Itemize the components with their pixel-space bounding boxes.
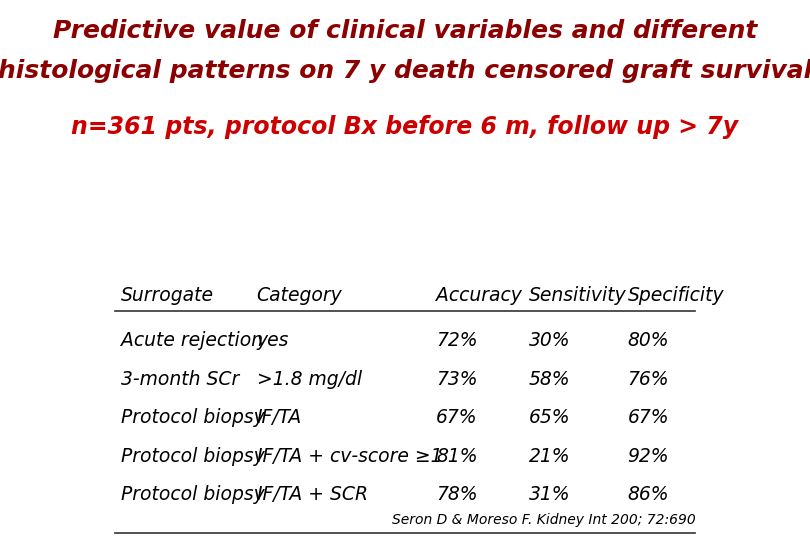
Text: 30%: 30% <box>529 331 570 350</box>
Text: Specificity: Specificity <box>628 286 724 305</box>
Text: 76%: 76% <box>628 370 669 389</box>
Text: 67%: 67% <box>436 408 478 427</box>
Text: 73%: 73% <box>436 370 478 389</box>
Text: histological patterns on 7 y death censored graft survival: histological patterns on 7 y death censo… <box>0 59 810 83</box>
Text: Predictive value of clinical variables and different: Predictive value of clinical variables a… <box>53 19 757 43</box>
Text: 81%: 81% <box>436 447 478 465</box>
Text: Accuracy: Accuracy <box>436 286 522 305</box>
Text: >1.8 mg/dl: >1.8 mg/dl <box>257 370 362 389</box>
Text: n=361 pts, protocol Bx before 6 m, follow up > 7y: n=361 pts, protocol Bx before 6 m, follo… <box>71 115 739 139</box>
Text: Protocol biopsy: Protocol biopsy <box>121 447 265 465</box>
Text: Sensitivity: Sensitivity <box>529 286 626 305</box>
Text: Protocol biopsy: Protocol biopsy <box>121 485 265 504</box>
Text: Surrogate: Surrogate <box>121 286 214 305</box>
Text: Acute rejection: Acute rejection <box>121 331 263 350</box>
Text: 3-month SCr: 3-month SCr <box>121 370 239 389</box>
Text: 65%: 65% <box>529 408 570 427</box>
Text: 80%: 80% <box>628 331 669 350</box>
Text: IF/TA + SCR: IF/TA + SCR <box>257 485 368 504</box>
Text: 72%: 72% <box>436 331 478 350</box>
Text: 31%: 31% <box>529 485 570 504</box>
Text: Seron D & Moreso F. Kidney Int 200; 72:690: Seron D & Moreso F. Kidney Int 200; 72:6… <box>392 512 696 526</box>
Text: Category: Category <box>257 286 343 305</box>
Text: 21%: 21% <box>529 447 570 465</box>
Text: 92%: 92% <box>628 447 669 465</box>
Text: 86%: 86% <box>628 485 669 504</box>
Text: 67%: 67% <box>628 408 669 427</box>
Text: IF/TA: IF/TA <box>257 408 302 427</box>
Text: yes: yes <box>257 331 289 350</box>
Text: Protocol biopsy: Protocol biopsy <box>121 408 265 427</box>
Text: 78%: 78% <box>436 485 478 504</box>
Text: IF/TA + cv-score ≥1: IF/TA + cv-score ≥1 <box>257 447 442 465</box>
Text: 58%: 58% <box>529 370 570 389</box>
